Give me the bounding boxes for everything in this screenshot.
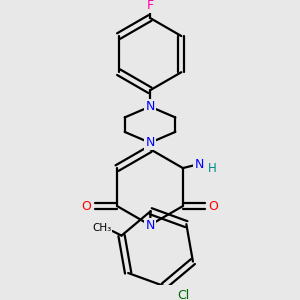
Text: Cl: Cl [178,289,190,300]
Text: N: N [145,136,155,149]
Text: F: F [146,0,154,12]
Text: N: N [194,158,204,171]
Text: H: H [208,163,217,176]
Text: O: O [209,200,219,213]
Text: O: O [81,200,91,213]
Text: N: N [145,219,155,232]
Text: CH₃: CH₃ [92,223,111,233]
Text: N: N [145,100,155,113]
